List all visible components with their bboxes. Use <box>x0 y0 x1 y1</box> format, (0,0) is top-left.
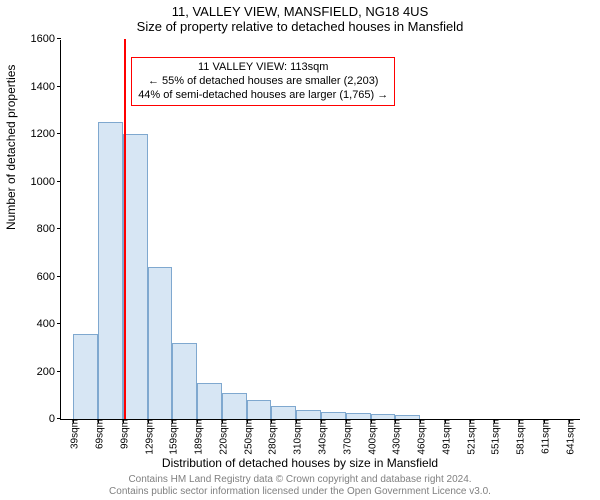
x-tick-label: 430sqm <box>388 419 403 455</box>
histogram-bar <box>271 406 296 419</box>
x-tick-label: 460sqm <box>413 419 428 455</box>
y-tick-label: 1200 <box>31 128 61 140</box>
histogram-bar <box>73 334 98 420</box>
histogram-bar <box>148 267 173 419</box>
y-tick-mark <box>57 181 61 182</box>
x-tick-label: 99sqm <box>115 419 130 449</box>
y-axis-label: Number of detached properties <box>4 65 18 230</box>
y-tick-mark <box>57 38 61 39</box>
title-sub: Size of property relative to detached ho… <box>0 19 600 36</box>
annotation-line-2: ← 55% of detached houses are smaller (2,… <box>138 75 388 89</box>
x-tick-label: 250sqm <box>239 419 254 455</box>
x-tick-label: 310sqm <box>289 419 304 455</box>
histogram-bar <box>321 412 346 419</box>
histogram-bar <box>222 393 247 419</box>
y-tick-label: 1400 <box>31 81 61 93</box>
y-tick-label: 600 <box>37 271 61 283</box>
x-tick-label: 370sqm <box>338 419 353 455</box>
y-tick-mark <box>57 86 61 87</box>
x-tick-label: 129sqm <box>140 419 155 455</box>
histogram-bar <box>395 415 420 419</box>
x-tick-label: 491sqm <box>437 419 452 455</box>
y-tick-mark <box>57 228 61 229</box>
x-tick-label: 340sqm <box>314 419 329 455</box>
histogram-bar <box>346 413 371 419</box>
histogram-bar <box>247 400 272 419</box>
histogram-bar <box>98 122 123 419</box>
footer-attribution: Contains HM Land Registry data © Crown c… <box>0 474 600 498</box>
y-tick-label: 800 <box>37 223 61 235</box>
histogram-bar <box>123 134 148 419</box>
x-tick-label: 69sqm <box>91 419 106 449</box>
x-tick-label: 159sqm <box>165 419 180 455</box>
title-main: 11, VALLEY VIEW, MANSFIELD, NG18 4US <box>0 0 600 19</box>
y-tick-mark <box>57 323 61 324</box>
footer-line-2: Contains public sector information licen… <box>0 486 600 498</box>
chart-container: 11, VALLEY VIEW, MANSFIELD, NG18 4US Siz… <box>0 0 600 500</box>
x-tick-label: 641sqm <box>561 419 576 455</box>
annotation-line-1: 11 VALLEY VIEW: 113sqm <box>138 61 388 75</box>
x-tick-label: 39sqm <box>66 419 81 449</box>
histogram-bar <box>371 414 396 419</box>
x-tick-label: 220sqm <box>214 419 229 455</box>
histogram-bar <box>172 343 197 419</box>
x-axis-label: Distribution of detached houses by size … <box>0 456 600 470</box>
x-tick-label: 280sqm <box>264 419 279 455</box>
y-tick-label: 1000 <box>31 176 61 188</box>
x-tick-label: 400sqm <box>363 419 378 455</box>
y-tick-label: 400 <box>37 318 61 330</box>
annotation-box: 11 VALLEY VIEW: 113sqm← 55% of detached … <box>131 57 395 106</box>
x-tick-label: 521sqm <box>462 419 477 455</box>
x-tick-label: 611sqm <box>536 419 551 454</box>
x-tick-label: 551sqm <box>487 419 502 455</box>
y-tick-mark <box>57 133 61 134</box>
histogram-bar <box>197 383 222 419</box>
y-tick-mark <box>57 418 61 419</box>
property-marker-line <box>124 39 126 419</box>
x-tick-label: 189sqm <box>190 419 205 455</box>
annotation-line-3: 44% of semi-detached houses are larger (… <box>138 89 388 103</box>
y-tick-label: 1600 <box>31 33 61 45</box>
plot-area: 0200400600800100012001400160039sqm69sqm9… <box>60 40 580 420</box>
y-tick-mark <box>57 371 61 372</box>
footer-line-1: Contains HM Land Registry data © Crown c… <box>0 474 600 486</box>
x-tick-label: 581sqm <box>512 419 527 455</box>
y-tick-label: 200 <box>37 366 61 378</box>
y-tick-mark <box>57 276 61 277</box>
histogram-bar <box>296 410 321 420</box>
y-tick-label: 0 <box>49 413 61 425</box>
